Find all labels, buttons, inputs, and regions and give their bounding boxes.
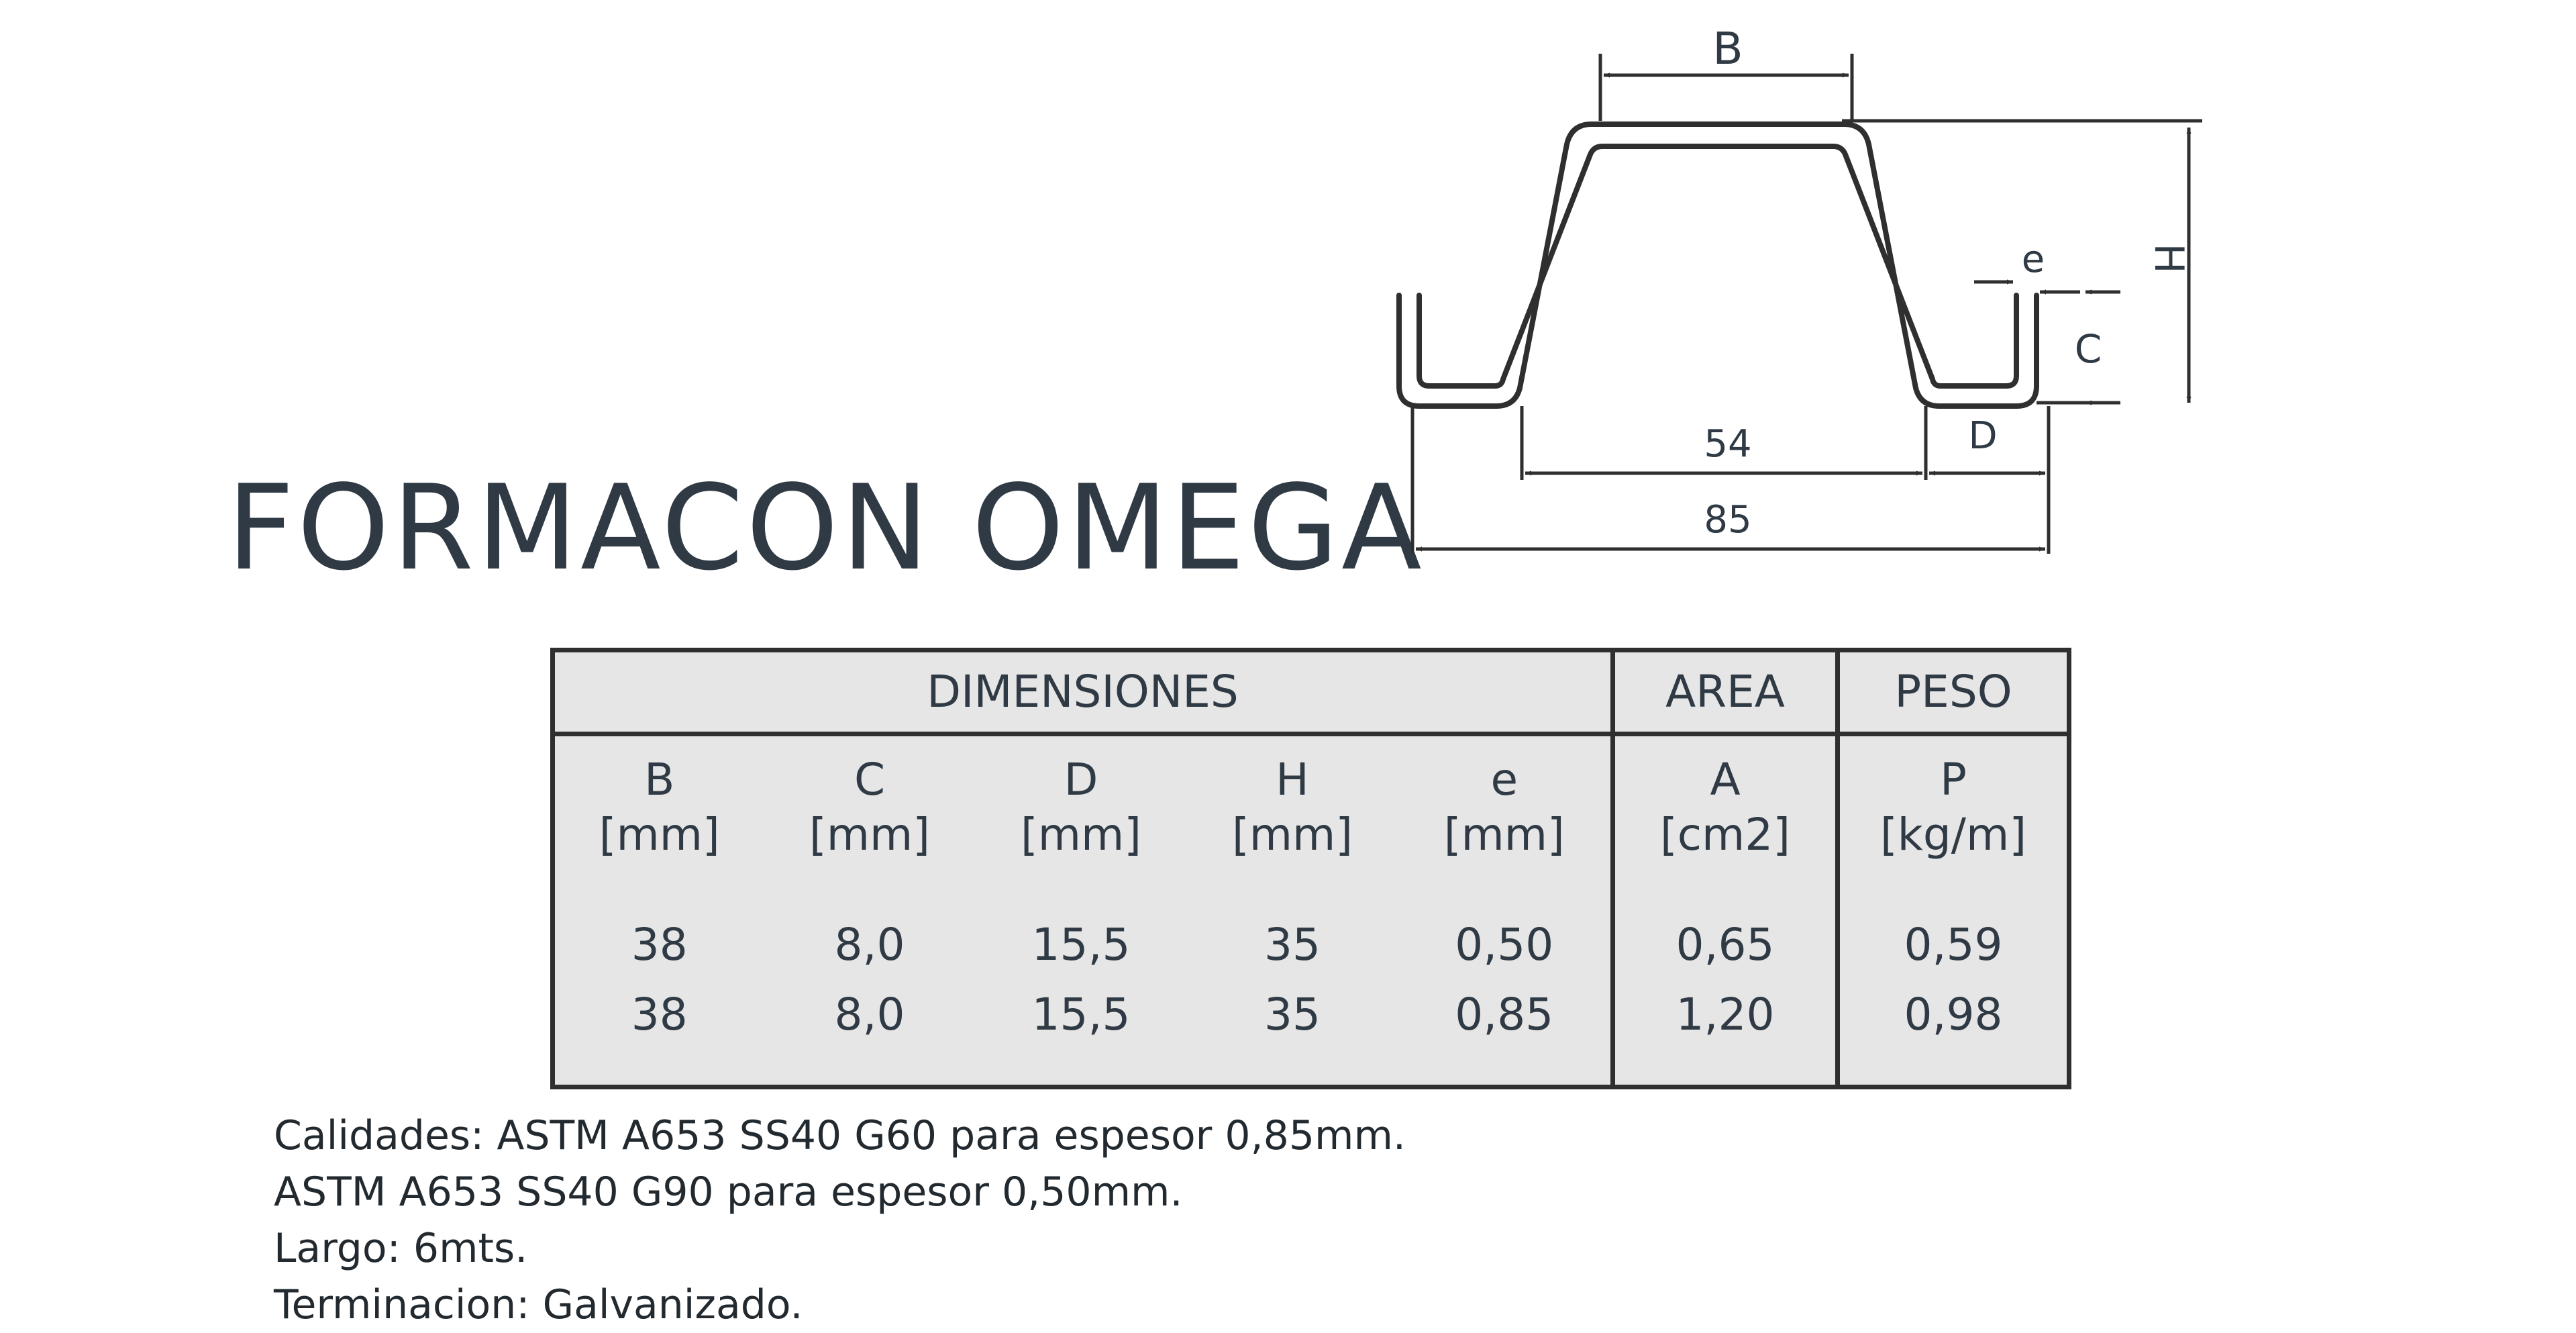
column-unit: [kg/m] (1879, 809, 2027, 860)
table-cell: 15,5 (1031, 918, 1131, 971)
product-notes: Calidades: ASTM A653 SS40 G60 para espes… (274, 1107, 1406, 1333)
table-cell: 15,5 (1031, 989, 1131, 1040)
table-column-header-row: B [mm] C [mm] D [mm] H [mm] e [mm] A [cm… (553, 734, 2069, 879)
dim-label-54: 54 (1704, 422, 1751, 466)
column-unit: [mm] (809, 809, 931, 860)
table-cell: 35 (1264, 989, 1321, 1040)
table-row: 38 8,0 15,5 35 0,50 0,65 0,59 (553, 879, 2069, 979)
table-cell: 0,59 (1835, 879, 2069, 979)
column-symbol: e (1490, 753, 1518, 805)
dimension-lines (1416, 72, 2192, 552)
note-line: Terminacion: Galvanizado. (274, 1281, 803, 1328)
table-cell: 38 (631, 989, 688, 1040)
column-unit: [mm] (1020, 809, 1142, 860)
table-cell: 38 (631, 918, 688, 971)
column-unit: [mm] (1231, 809, 1353, 860)
table-cell: 8,0 (834, 918, 905, 971)
column-symbol: D (1064, 753, 1098, 805)
page-title: FORMACON OMEGA (227, 460, 1425, 597)
table-cell: 0,98 (1835, 979, 2069, 1087)
column-unit: [cm2] (1659, 809, 1791, 860)
column-symbol: P (1940, 753, 1967, 805)
column-header-a: A [cm2] (1610, 734, 1838, 879)
dim-label-h: H (2145, 243, 2192, 273)
column-header-e: e [mm] (1398, 734, 1613, 879)
table-group-header-row: DIMENSIONES AREA PESO (552, 650, 2069, 736)
column-symbol: A (1710, 753, 1741, 805)
table-cell: 35 (1264, 918, 1321, 971)
table-cell: 8,0 (834, 989, 905, 1040)
dim-label-85: 85 (1704, 498, 1751, 542)
note-line: Calidades: ASTM A653 SS40 G60 para espes… (274, 1112, 1406, 1159)
table-cell: 0,50 (1455, 918, 1554, 971)
dim-label-c: C (2075, 326, 2102, 372)
specifications-table: DIMENSIONES AREA PESO B [mm] C [mm] D [m… (550, 648, 2072, 1089)
table-row: 38 8,0 15,5 35 0,85 1,20 0,98 (553, 979, 2069, 1087)
area-header: AREA (1610, 650, 1838, 736)
note-line: ASTM A653 SS40 G90 para espesor 0,50mm. (274, 1169, 1183, 1216)
column-unit: [mm] (599, 809, 720, 860)
weight-header: PESO (1835, 650, 2069, 736)
column-header-d: D [mm] (976, 734, 1187, 879)
dim-label-d: D (1968, 414, 1997, 458)
omega-profile-diagram: B H e C D 54 85 (1396, 23, 2202, 554)
column-header-c: C [mm] (764, 734, 976, 879)
profile-outline (1396, 121, 2039, 409)
column-header-p: P [kg/m] (1835, 734, 2069, 879)
dim-label-e: e (2022, 238, 2045, 281)
column-header-h: H [mm] (1187, 734, 1398, 879)
note-line: Largo: 6mts. (274, 1225, 528, 1272)
table-cell: 0,85 (1455, 989, 1554, 1040)
column-symbol: H (1276, 753, 1309, 805)
column-symbol: B (644, 753, 675, 805)
column-header-b: B [mm] (553, 734, 764, 879)
extension-lines (1410, 54, 2202, 554)
column-unit: [mm] (1443, 809, 1565, 860)
table-cell: 1,20 (1610, 979, 1838, 1087)
dim-label-b: B (1712, 23, 1743, 75)
column-symbol: C (854, 753, 886, 805)
table-cell: 0,65 (1610, 879, 1838, 979)
dimensions-header: DIMENSIONES (552, 650, 1613, 736)
